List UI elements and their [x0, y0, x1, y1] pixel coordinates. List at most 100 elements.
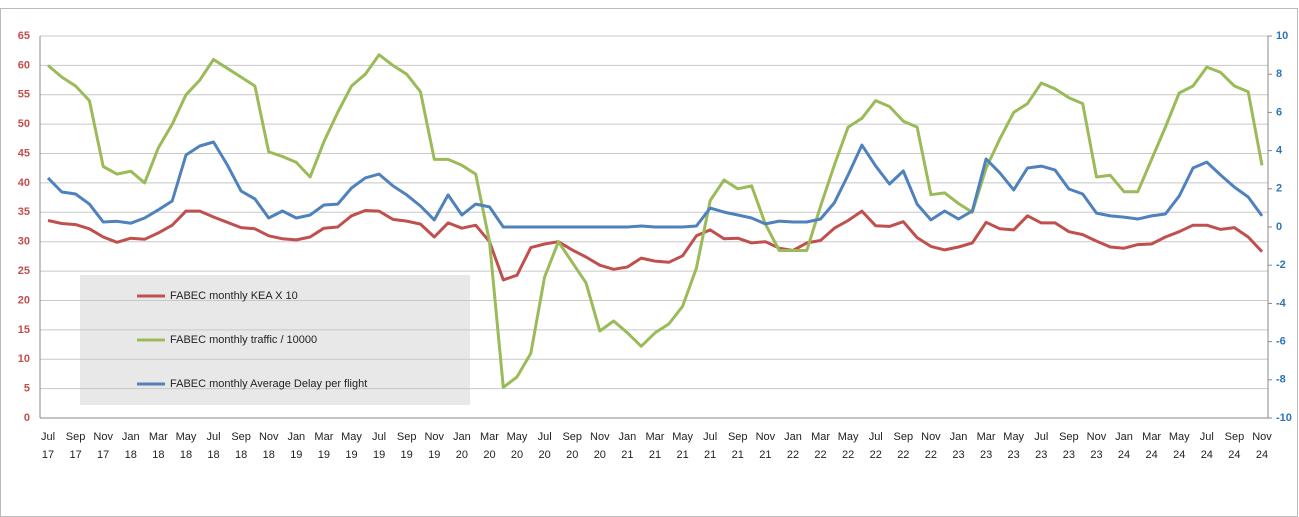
y2-tick-label: 0: [1276, 221, 1282, 233]
x-tick-label: Mar: [1142, 431, 1161, 443]
x-tick-label: Sep: [562, 431, 582, 443]
x-tick-label: 18: [263, 449, 275, 461]
x-tick-label: 20: [594, 449, 606, 461]
x-tick-label: 24: [1201, 449, 1213, 461]
x-tick-label: Sep: [728, 431, 748, 443]
x-tick-label: Mar: [149, 431, 168, 443]
x-tick-label: Jul: [207, 431, 221, 443]
x-tick-label: Jul: [372, 431, 386, 443]
x-tick-label: 18: [152, 449, 164, 461]
x-tick-label: 18: [235, 449, 247, 461]
y-tick-label: 35: [18, 206, 30, 218]
y2-tick-label: 6: [1276, 106, 1282, 118]
x-tick-label: Jul: [703, 431, 717, 443]
x-tick-label: May: [507, 431, 528, 443]
y2-tick-label: -10: [1276, 412, 1292, 424]
x-tick-label: Sep: [1225, 431, 1245, 443]
y-tick-label: 25: [18, 265, 30, 277]
x-tick-label: 21: [759, 449, 771, 461]
x-tick-label: 17: [69, 449, 81, 461]
y-tick-label: 0: [24, 412, 30, 424]
x-tick-label: Nov: [424, 431, 444, 443]
y-tick-label: 55: [18, 89, 30, 101]
x-tick-label: 18: [180, 449, 192, 461]
y2-tick-label: -6: [1276, 336, 1286, 348]
x-tick-label: 22: [925, 449, 937, 461]
x-tick-label: Jul: [41, 431, 55, 443]
x-tick-label: 20: [456, 449, 468, 461]
x-tick-label: 24: [1118, 449, 1130, 461]
y2-tick-label: -4: [1276, 297, 1287, 309]
x-tick-label: 18: [207, 449, 219, 461]
y-tick-label: 5: [24, 383, 30, 395]
x-tick-label: Sep: [1059, 431, 1079, 443]
series-line: [46, 140, 1264, 229]
legend-label: FABEC monthly Average Delay per flight: [170, 378, 367, 390]
x-tick-label: 19: [345, 449, 357, 461]
x-tick-label: May: [838, 431, 859, 443]
x-tick-label: Jan: [950, 431, 968, 443]
x-tick-label: Jul: [1200, 431, 1214, 443]
x-tick-label: Sep: [397, 431, 417, 443]
x-tick-label: 23: [1090, 449, 1102, 461]
x-tick-label: 23: [952, 449, 964, 461]
x-tick-label: Jul: [869, 431, 883, 443]
y2-tick-label: -8: [1276, 374, 1286, 386]
x-tick-label: 21: [621, 449, 633, 461]
legend-label: FABEC monthly traffic / 10000: [170, 334, 317, 346]
x-tick-label: Nov: [1252, 431, 1272, 443]
x-tick-label: 22: [870, 449, 882, 461]
x-tick-label: 17: [42, 449, 54, 461]
y-tick-label: 40: [18, 177, 30, 189]
y-tick-label: 10: [18, 353, 30, 365]
x-tick-label: Sep: [231, 431, 251, 443]
x-tick-label: Jan: [453, 431, 471, 443]
x-tick-label: Sep: [894, 431, 914, 443]
x-tick-label: Nov: [259, 431, 279, 443]
x-tick-label: 21: [704, 449, 716, 461]
x-tick-label: 22: [842, 449, 854, 461]
x-tick-label: Nov: [93, 431, 113, 443]
x-tick-label: 21: [649, 449, 661, 461]
x-tick-label: Mar: [480, 431, 499, 443]
x-tick-label: 23: [1063, 449, 1075, 461]
x-tick-label: May: [341, 431, 362, 443]
x-tick-label: 20: [511, 449, 523, 461]
x-tick-label: 23: [1008, 449, 1020, 461]
legend-label: FABEC monthly KEA X 10: [170, 290, 298, 302]
x-tick-label: 24: [1173, 449, 1185, 461]
x-tick-label: 24: [1256, 449, 1268, 461]
y2-tick-label: 2: [1276, 183, 1282, 195]
y2-tick-label: 10: [1276, 30, 1288, 42]
x-tick-label: 24: [1228, 449, 1240, 461]
x-tick-label: 19: [401, 449, 413, 461]
x-tick-label: 21: [732, 449, 744, 461]
x-tick-label: 24: [1146, 449, 1158, 461]
x-tick-label: 19: [290, 449, 302, 461]
x-tick-label: 17: [97, 449, 109, 461]
y2-tick-label: -2: [1276, 259, 1286, 271]
x-tick-label: Nov: [590, 431, 610, 443]
x-tick-label: Mar: [314, 431, 333, 443]
y-tick-label: 60: [18, 59, 30, 71]
x-tick-label: Jan: [122, 431, 140, 443]
x-tick-label: 20: [483, 449, 495, 461]
x-tick-label: Jan: [287, 431, 305, 443]
x-tick-label: 19: [428, 449, 440, 461]
x-tick-label: Nov: [756, 431, 776, 443]
y-tick-label: 30: [18, 236, 30, 248]
x-tick-label: Mar: [811, 431, 830, 443]
y-tick-label: 20: [18, 294, 30, 306]
x-tick-label: 21: [676, 449, 688, 461]
x-tick-label: Jul: [538, 431, 552, 443]
x-tick-label: May: [672, 431, 693, 443]
x-tick-label: Mar: [977, 431, 996, 443]
x-tick-label: Jan: [784, 431, 802, 443]
x-tick-label: May: [1003, 431, 1024, 443]
y2-tick-label: 4: [1276, 145, 1283, 157]
x-tick-label: 22: [814, 449, 826, 461]
x-tick-label: 19: [373, 449, 385, 461]
x-tick-label: Nov: [921, 431, 941, 443]
series-line: [47, 53, 1264, 389]
